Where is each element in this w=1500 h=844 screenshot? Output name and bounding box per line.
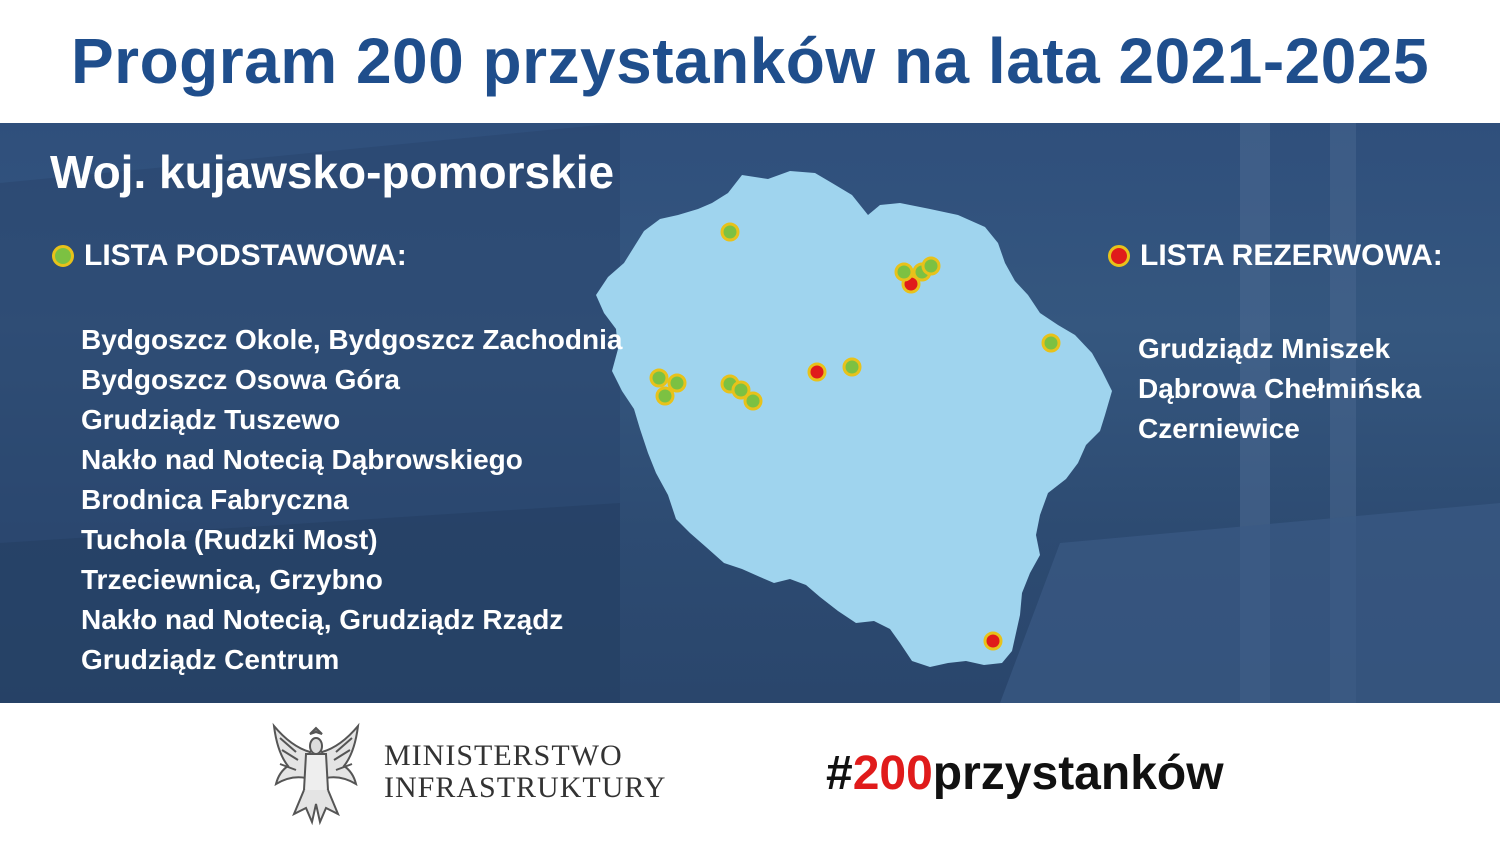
background-photo (0, 123, 1500, 703)
basic-station-list: Bydgoszcz Okole, Bydgoszcz Zachodnia Byd… (81, 320, 622, 680)
list-item: Nakło nad Notecią Dąbrowskiego (81, 444, 523, 475)
list-item: Tuchola (Rudzki Most) (81, 524, 378, 555)
map-banner: Woj. kujawsko-pomorskie LISTA PODSTAWOWA… (0, 123, 1500, 703)
basic-station-marker (894, 262, 914, 282)
basic-station-marker (655, 386, 675, 406)
list-item: Brodnica Fabryczna (81, 484, 349, 515)
list-item: Nakło nad Notecią, Grudziądz Rządz (81, 604, 564, 635)
ministry-line-1: MINISTERSTWO (384, 739, 623, 772)
basic-station-marker (842, 357, 862, 377)
basic-station-marker (667, 373, 687, 393)
list-item: Grudziądz Tuszewo (81, 404, 341, 435)
reserve-list-heading-label: LISTA REZERWOWA: (1140, 239, 1443, 272)
station-markers (649, 222, 1061, 651)
list-item: Trzeciewnica, Grzybno (81, 564, 383, 595)
red-marker-icon (1108, 245, 1130, 267)
polish-eagle-emblem-icon (272, 722, 360, 826)
list-item: Bydgoszcz Okole, Bydgoszcz Zachodnia (81, 324, 623, 355)
hashtag-prefix: # (826, 747, 853, 800)
basic-station-marker (649, 368, 669, 388)
reserve-station-list: Grudziądz Mniszek Dąbrowa Chełmińska Cze… (1138, 329, 1421, 449)
region-map-shape (596, 171, 1112, 667)
basic-station-marker (921, 256, 941, 276)
ministry-line-2: INFRASTRUKTURY (384, 771, 667, 804)
basic-station-marker (743, 391, 763, 411)
list-item: Dąbrowa Chełmińska (1138, 373, 1422, 404)
green-marker-icon (52, 245, 74, 267)
hashtag-suffix: przystanków (932, 747, 1224, 800)
basic-list-heading-label: LISTA PODSTAWOWA: (84, 239, 407, 272)
region-title: Woj. kujawsko-pomorskie (50, 146, 615, 198)
list-item: Grudziądz Centrum (81, 644, 340, 675)
reserve-station-marker (983, 631, 1003, 651)
list-item: Czerniewice (1138, 413, 1300, 444)
basic-list-heading: LISTA PODSTAWOWA: (52, 239, 407, 273)
reserve-list-heading: LISTA REZERWOWA: (1108, 239, 1443, 273)
page-title: Program 200 przystanków na lata 2021-202… (70, 25, 1430, 97)
ministry-name: MINISTERSTWO INFRASTRUKTURY (384, 740, 666, 804)
basic-station-marker (720, 222, 740, 242)
list-item: Bydgoszcz Osowa Góra (81, 364, 400, 395)
reserve-station-marker (807, 362, 827, 382)
basic-station-marker (1041, 333, 1061, 353)
hashtag: #200przystanków (826, 746, 1224, 801)
basic-station-marker (731, 380, 751, 400)
hashtag-number: 200 (852, 747, 933, 800)
list-item: Grudziądz Mniszek (1138, 333, 1391, 364)
